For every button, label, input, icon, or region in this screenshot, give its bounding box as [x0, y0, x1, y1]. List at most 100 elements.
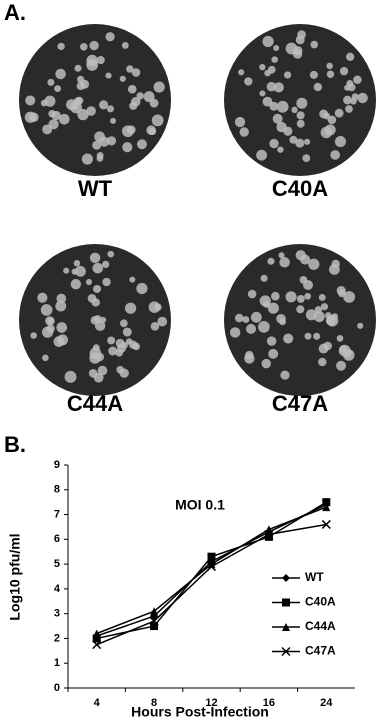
plaque [271, 56, 278, 63]
plaque [71, 268, 78, 275]
plaque [119, 319, 128, 328]
x-tick-label: 12 [205, 697, 217, 709]
x-tick-label: 24 [320, 697, 333, 709]
plaque [74, 265, 86, 277]
plaque [239, 127, 249, 137]
legend-label: WT [305, 570, 324, 584]
plaque [302, 154, 311, 163]
y-tick-label: 7 [54, 508, 60, 520]
plaque [102, 260, 110, 269]
plaque [343, 291, 356, 303]
plaque [157, 316, 168, 327]
y-tick-label: 5 [54, 558, 60, 570]
plaque [92, 284, 102, 294]
plaque [267, 302, 279, 314]
plaque [89, 40, 99, 51]
plaque [131, 68, 141, 77]
plaque [98, 100, 109, 110]
legend-label: C40A [305, 595, 336, 609]
plate [19, 24, 171, 176]
panel-label: B. [4, 432, 26, 457]
marker [206, 562, 217, 572]
plate-label: C40A [272, 176, 328, 201]
plaque [278, 252, 285, 259]
plaque [92, 344, 100, 352]
plaque [96, 56, 105, 65]
plaque [92, 140, 102, 150]
plaque [304, 138, 311, 145]
plaque [64, 370, 77, 383]
plaque [121, 41, 129, 49]
plaque [279, 318, 286, 326]
plaque [127, 125, 136, 134]
plaque [313, 82, 323, 92]
y-tick-label: 6 [54, 533, 60, 545]
plaque [42, 354, 49, 362]
series-line [96, 506, 327, 635]
x-tick-label: 8 [151, 697, 157, 709]
plate [224, 244, 376, 396]
plaque [55, 68, 66, 80]
plaque [51, 110, 61, 121]
plaque [40, 304, 53, 316]
plaque [131, 343, 139, 350]
plaque [259, 90, 266, 97]
plaque [136, 282, 148, 295]
plaque [296, 119, 305, 128]
plaque [153, 81, 165, 93]
plaque [279, 257, 290, 268]
plaque [269, 101, 279, 111]
plaque [55, 300, 67, 312]
plate-label: WT [78, 176, 113, 201]
plaque [343, 95, 352, 105]
plaque [283, 126, 293, 136]
plaque [246, 323, 257, 334]
y-tick-label: 8 [54, 484, 60, 496]
plaque [70, 278, 82, 290]
plaque [250, 311, 262, 323]
y-tick-label: 0 [54, 682, 60, 694]
series-line [96, 501, 327, 640]
plaque [154, 303, 162, 311]
plaque [30, 332, 37, 339]
y-tick-label: 9 [54, 459, 60, 471]
plaque [106, 136, 117, 146]
plaque [327, 115, 337, 125]
plaque [53, 336, 65, 347]
plaque [296, 111, 305, 120]
plaque [304, 292, 312, 300]
panel-label: A. [4, 0, 26, 25]
plate-label: C44A [67, 391, 123, 416]
x-axis-label: Hours Post-Infection [131, 704, 269, 720]
plaque [336, 286, 346, 296]
plaque [37, 292, 48, 303]
plaque [89, 352, 101, 364]
plaque [107, 336, 116, 345]
plaque [334, 136, 347, 148]
plaque [74, 64, 82, 72]
plaque [342, 349, 355, 361]
plaque [324, 312, 332, 319]
marker [264, 529, 274, 539]
marker [321, 519, 331, 529]
plaque [106, 105, 114, 113]
plaque [259, 63, 266, 71]
plaque [86, 106, 96, 116]
plaque [47, 78, 55, 86]
series-line [96, 503, 327, 637]
plaque [93, 372, 104, 383]
plaque [285, 291, 297, 303]
marker [92, 634, 101, 643]
plate-label: C47A [272, 391, 328, 416]
plaque [97, 365, 108, 376]
plaque [127, 84, 137, 94]
plaque [284, 71, 292, 79]
plaque [346, 79, 354, 87]
plaque [328, 264, 340, 275]
plaque [309, 70, 318, 79]
plaque [85, 278, 93, 286]
plaque [110, 117, 117, 124]
plaque [89, 252, 101, 264]
marker [264, 532, 273, 541]
